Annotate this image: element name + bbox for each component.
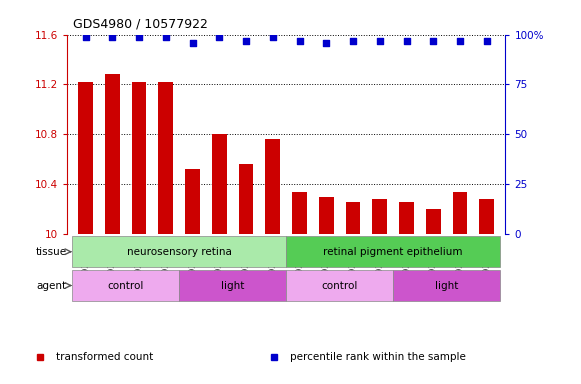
Bar	[292, 192, 307, 234]
Text: light: light	[435, 280, 458, 291]
Point	[375, 38, 385, 44]
Point	[295, 38, 304, 44]
Bar	[185, 169, 200, 234]
Bar	[132, 82, 146, 234]
Point	[134, 33, 144, 40]
Point	[402, 38, 411, 44]
Text: agent: agent	[37, 280, 67, 291]
Bar	[212, 134, 227, 234]
Bar	[319, 197, 333, 234]
Bar	[72, 236, 286, 267]
Bar	[372, 199, 387, 234]
Text: transformed count: transformed count	[56, 352, 153, 362]
Bar	[266, 139, 280, 234]
Point	[188, 40, 197, 46]
Text: control: control	[107, 280, 144, 291]
Bar	[399, 202, 414, 234]
Bar	[393, 270, 500, 301]
Text: control: control	[321, 280, 358, 291]
Text: tissue: tissue	[35, 247, 67, 257]
Point	[482, 38, 492, 44]
Bar	[286, 270, 393, 301]
Bar	[479, 199, 494, 234]
Text: neurosensory retina: neurosensory retina	[127, 247, 232, 257]
Point	[322, 40, 331, 46]
Text: light: light	[221, 280, 245, 291]
Bar	[179, 270, 286, 301]
Point	[214, 33, 224, 40]
Bar	[453, 192, 467, 234]
Bar	[239, 164, 253, 234]
Point	[107, 33, 117, 40]
Point	[268, 33, 277, 40]
Bar	[78, 82, 93, 234]
Bar	[346, 202, 360, 234]
Bar	[105, 74, 120, 234]
Text: GDS4980 / 10577922: GDS4980 / 10577922	[73, 18, 207, 31]
Bar	[72, 270, 179, 301]
Point	[161, 33, 170, 40]
Text: percentile rank within the sample: percentile rank within the sample	[290, 352, 467, 362]
Bar	[286, 236, 500, 267]
Bar	[159, 82, 173, 234]
Point	[429, 38, 438, 44]
Text: retinal pigment epithelium: retinal pigment epithelium	[324, 247, 463, 257]
Point	[81, 33, 90, 40]
Point	[241, 38, 250, 44]
Point	[456, 38, 465, 44]
Point	[349, 38, 358, 44]
Bar	[426, 209, 440, 234]
